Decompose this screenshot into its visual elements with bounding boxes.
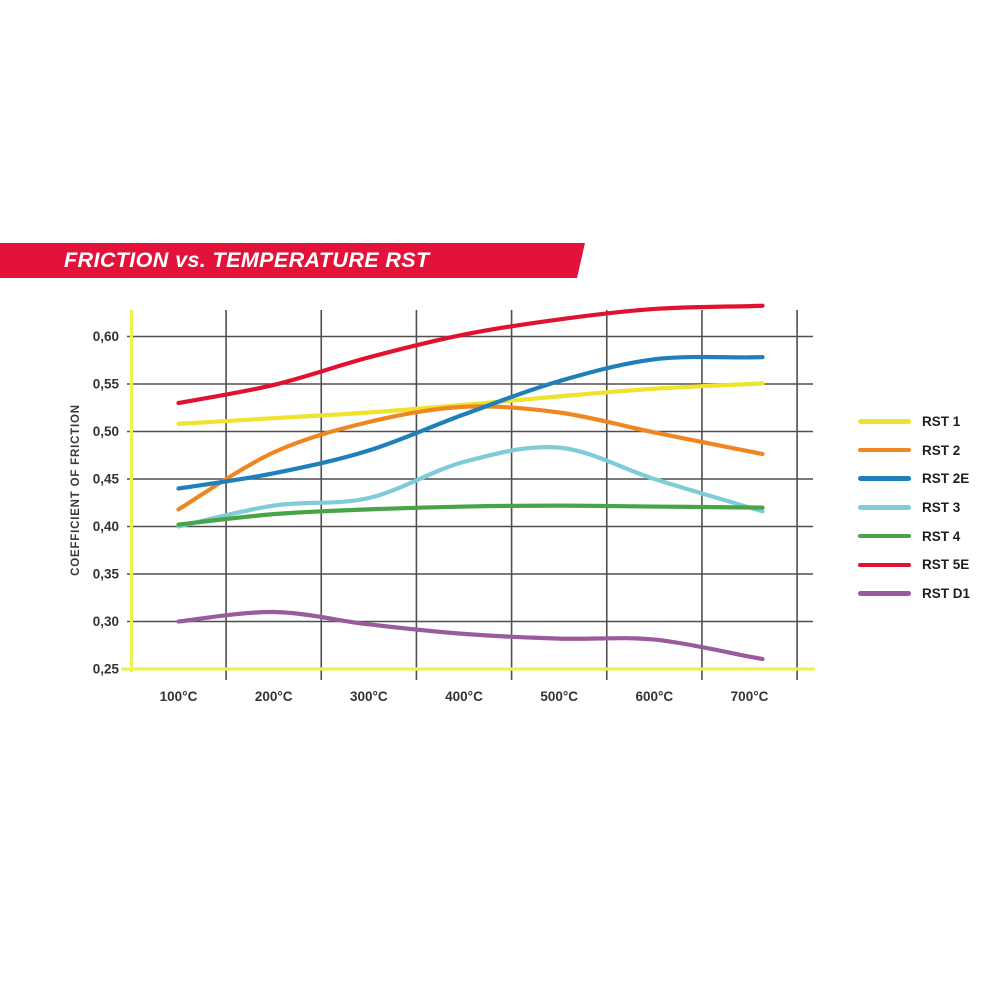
series-line-rst-4 xyxy=(176,503,765,527)
y-tick-label: 0,60 xyxy=(93,329,119,344)
title-banner: FRICTION vs. TEMPERATURE RST xyxy=(0,243,585,278)
legend-label: RST 2E xyxy=(922,471,970,487)
legend-swatch xyxy=(858,419,911,424)
legend-swatch xyxy=(858,562,911,568)
y-tick-label: 0,25 xyxy=(93,662,120,677)
legend-item-rst-d1: RST D1 xyxy=(858,579,970,608)
legend-label: RST 3 xyxy=(922,499,961,515)
x-tick-label: 400°C xyxy=(445,689,483,704)
y-tick-label: 0,35 xyxy=(93,567,120,582)
y-axis-title: COEFFICIENT OF FRICTION xyxy=(70,404,82,576)
y-tick-label: 0,30 xyxy=(93,614,119,629)
x-tick-label: 300°C xyxy=(350,689,388,704)
legend-swatch xyxy=(858,591,911,596)
y-tick-label: 0,50 xyxy=(93,424,119,439)
series-line-rst-1 xyxy=(176,381,765,426)
legend-swatch xyxy=(858,505,911,510)
y-tick-label: 0,40 xyxy=(93,519,119,534)
legend-label: RST 2 xyxy=(922,442,961,458)
series-line-rst-d1 xyxy=(176,609,765,662)
legend-label: RST D1 xyxy=(922,585,971,601)
series-line-rst-2e xyxy=(176,354,765,491)
series-line-rst-2 xyxy=(176,404,765,512)
chart-legend: RST 1 RST 2 RST 2E RST 3 RST 4 RST 5E RST D1 xyxy=(858,407,970,608)
y-tick-label: 0,45 xyxy=(93,472,120,487)
legend-label: RST 5E xyxy=(922,557,970,573)
legend-item-rst-2e: RST 2E xyxy=(858,464,970,493)
legend-label: RST 1 xyxy=(922,413,961,429)
legend-item-rst-2: RST 2 xyxy=(858,436,970,465)
legend-swatch xyxy=(858,533,911,539)
series-line-rst-3 xyxy=(176,445,765,529)
legend-swatch xyxy=(858,447,911,453)
legend-item-rst-1: RST 1 xyxy=(858,407,970,436)
legend-item-rst-3: RST 3 xyxy=(858,493,970,522)
x-tick-label: 700°C xyxy=(731,689,769,704)
y-tick-label: 0,55 xyxy=(93,377,120,392)
x-tick-label: 100°C xyxy=(160,689,198,704)
legend-label: RST 4 xyxy=(922,528,961,544)
legend-item-rst-4: RST 4 xyxy=(858,522,970,551)
page-title: FRICTION vs. TEMPERATURE RST xyxy=(64,248,430,272)
legend-item-rst-5e: RST 5E xyxy=(858,550,970,579)
x-tick-label: 200°C xyxy=(255,689,293,704)
series-line-rst-5e xyxy=(176,303,765,406)
legend-swatch xyxy=(858,476,911,481)
x-tick-label: 500°C xyxy=(540,689,578,704)
x-tick-label: 600°C xyxy=(636,689,674,704)
